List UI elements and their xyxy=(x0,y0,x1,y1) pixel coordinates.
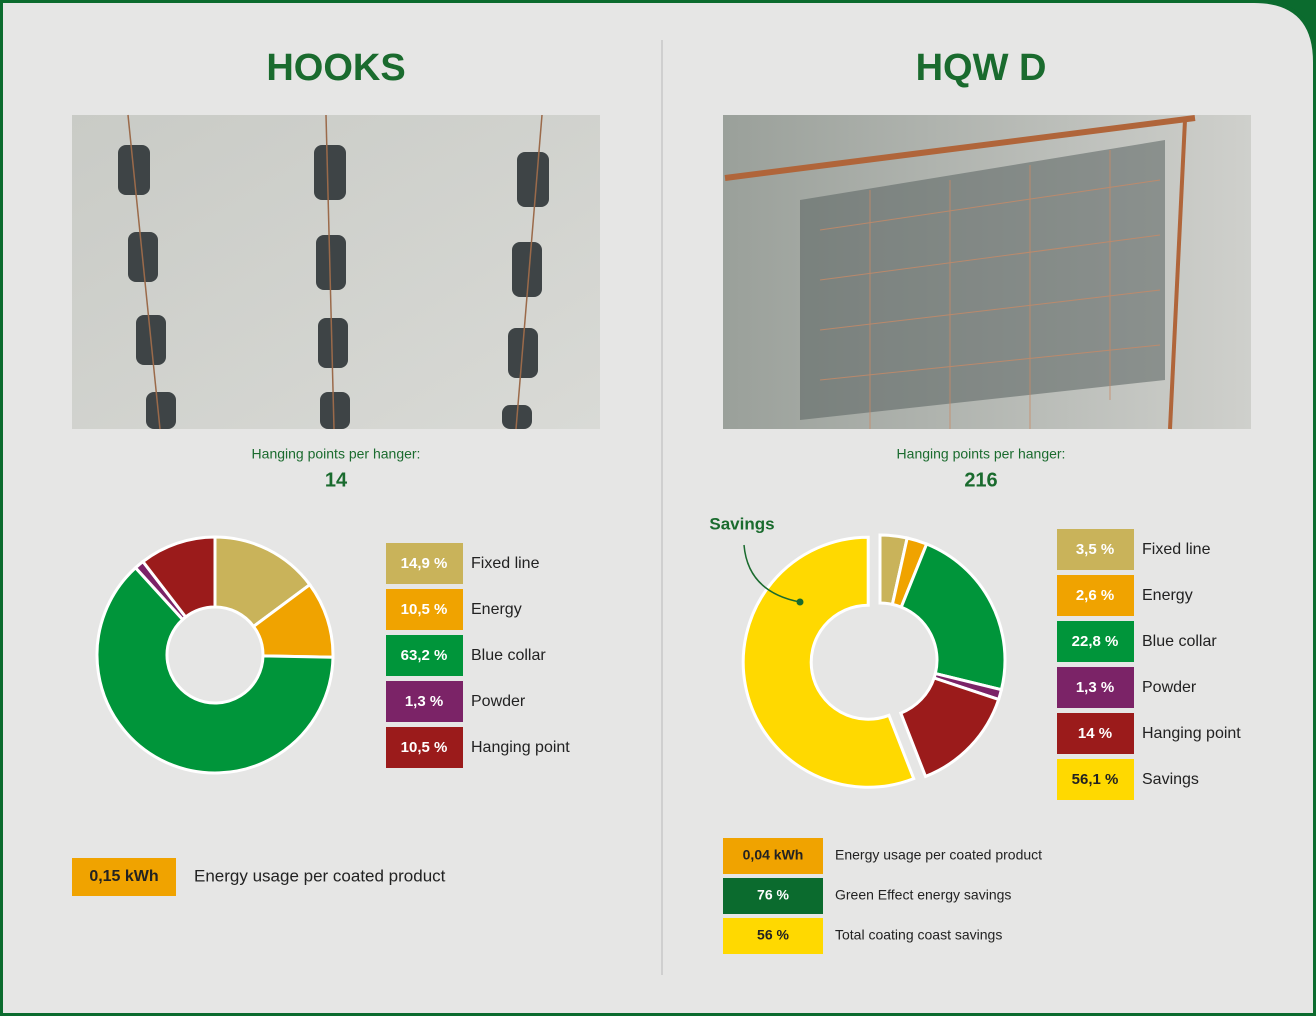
legend-value: 10,5 % xyxy=(401,601,448,618)
subtitle: Hanging points per hanger: xyxy=(897,446,1066,462)
legend-label: Energy xyxy=(471,601,522,618)
legend-label: Blue collar xyxy=(471,647,546,664)
legend-label: Fixed line xyxy=(1142,541,1211,558)
metric-text: Energy usage per coated product xyxy=(194,866,446,885)
metric-value: 0,15 kWh xyxy=(89,868,158,885)
metric-value: 0,04 kWh xyxy=(743,847,804,863)
legend-label: Hanging point xyxy=(1142,725,1241,742)
legend-value: 2,6 % xyxy=(1076,587,1114,604)
legend-label: Powder xyxy=(1142,679,1197,696)
legend-value: 14,9 % xyxy=(401,555,448,572)
legend-value: 63,2 % xyxy=(401,647,448,664)
legend-value: 14 % xyxy=(1078,725,1112,742)
annotation-dot xyxy=(797,599,804,606)
legend-value: 10,5 % xyxy=(401,739,448,756)
legend-value: 3,5 % xyxy=(1076,541,1114,558)
legend-label: Hanging point xyxy=(471,739,570,756)
legend-label: Blue collar xyxy=(1142,633,1217,650)
subtitle-value: 216 xyxy=(964,469,997,491)
legend-label: Fixed line xyxy=(471,555,540,572)
legend-value: 22,8 % xyxy=(1072,633,1119,650)
metric-text: Energy usage per coated product xyxy=(835,847,1042,863)
annotation: Savings xyxy=(709,514,774,533)
metric-text: Green Effect energy savings xyxy=(835,887,1011,903)
legend-label: Powder xyxy=(471,693,526,710)
metric-text: Total coating coast savings xyxy=(835,927,1002,943)
metric-value: 56 % xyxy=(757,927,789,943)
panel-title: HQW D xyxy=(916,47,1047,89)
legend-value: 1,3 % xyxy=(1076,679,1114,696)
legend-label: Savings xyxy=(1142,771,1199,788)
legend-label: Energy xyxy=(1142,587,1193,604)
photo-hqwd xyxy=(723,115,1251,429)
subtitle-value: 14 xyxy=(325,469,348,491)
legend-value: 56,1 % xyxy=(1072,771,1119,788)
page: HOOKS Hanging points per hanger: 14 14,9 % F… xyxy=(0,0,1316,1016)
panel-title: HOOKS xyxy=(266,47,405,89)
metric-value: 76 % xyxy=(757,887,789,903)
photo-hooks xyxy=(72,115,600,429)
legend-value: 1,3 % xyxy=(405,693,443,710)
subtitle: Hanging points per hanger: xyxy=(252,446,421,462)
